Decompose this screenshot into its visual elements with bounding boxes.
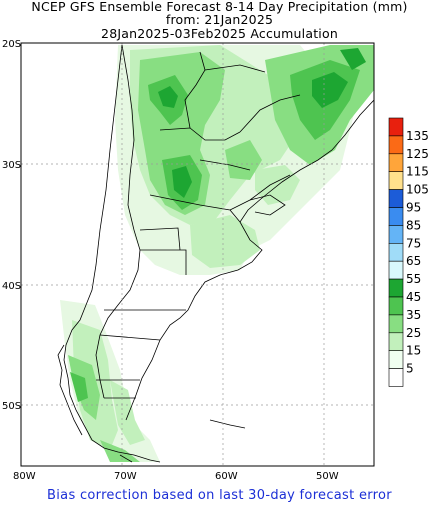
lon-label: 60W [215, 471, 238, 482]
lat-label: 50S [2, 401, 21, 412]
colorbar-swatch [388, 314, 404, 334]
colorbar-label: 95 [406, 201, 421, 215]
colorbar-label: 55 [406, 272, 421, 286]
colorbar-label: 5 [406, 362, 414, 376]
lon-label: 50W [316, 471, 339, 482]
colorbar-swatch [388, 332, 404, 351]
map-title-line-1: NCEP GFS Ensemble Forecast 8-14 Day Prec… [31, 0, 408, 14]
longitude-labels: 80W 70W 60W 50W [13, 471, 339, 482]
colorbar-label: 85 [406, 218, 421, 232]
latitude-labels: 20S 30S 40S 50S [2, 39, 21, 412]
colorbar-swatch [388, 368, 404, 387]
colorbar-legend: 135 125 115 105 95 85 75 65 55 45 35 25 15 5 [388, 117, 429, 387]
colorbar-swatch [388, 350, 404, 369]
colorbar-label: 135 [406, 129, 429, 143]
colorbar-label: 35 [406, 308, 421, 322]
colorbar-swatch [388, 225, 404, 244]
lat-label: 40S [2, 281, 21, 292]
colorbar-swatch [388, 189, 404, 208]
colorbar-label: 125 [406, 147, 429, 161]
precipitation-shading [60, 45, 374, 462]
colorbar-label: 45 [406, 290, 421, 304]
colorbar-label: 25 [406, 326, 421, 340]
map-title-line-2: from: 21Jan2025 [165, 12, 274, 27]
bias-correction-note: Bias correction based on last 30-day for… [47, 488, 392, 503]
lon-label: 70W [114, 471, 137, 482]
colorbar-label: 115 [406, 165, 429, 179]
map-title-line-3: 28Jan2025-03Feb2025 Accumulation [101, 26, 338, 41]
colorbar-swatch [388, 260, 404, 280]
colorbar-label: 75 [406, 236, 421, 250]
colorbar-label: 65 [406, 254, 421, 268]
lon-label: 80W [13, 471, 36, 482]
map-outlines [57, 44, 374, 463]
colorbar-swatch [388, 117, 404, 137]
colorbar-swatch [388, 243, 404, 262]
colorbar-swatch [388, 278, 404, 298]
colorbar-label: 15 [406, 344, 421, 358]
colorbar-swatch [388, 296, 404, 316]
colorbar-swatch [388, 153, 404, 173]
plot-frame [20, 42, 375, 467]
colorbar-label: 105 [406, 183, 429, 197]
gridlines [21, 43, 374, 466]
lat-label: 20S [2, 39, 21, 50]
colorbar-swatch [388, 171, 404, 190]
colorbar-swatch [388, 135, 404, 155]
colorbar-swatch [388, 207, 404, 226]
lat-label: 30S [2, 160, 21, 171]
